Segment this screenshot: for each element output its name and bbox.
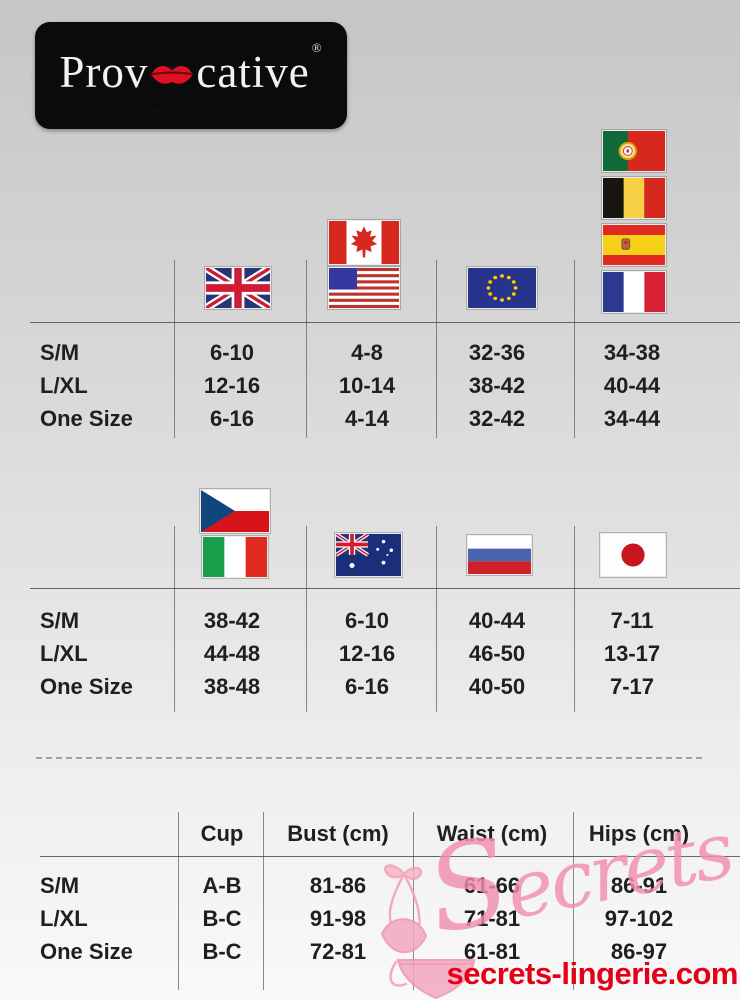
size-value-ru: 46-50 bbox=[468, 641, 526, 666]
size-value-fr: 40-44 bbox=[603, 373, 661, 398]
table1-divider-3 bbox=[436, 260, 437, 438]
table1-divider-1 bbox=[174, 260, 175, 438]
russia-flag-icon bbox=[466, 534, 533, 576]
size-value-au: 6-16 bbox=[344, 674, 390, 699]
size-value-us: 4-8 bbox=[351, 340, 383, 365]
hips-value: 86-97 bbox=[610, 939, 668, 964]
hips-value: 97-102 bbox=[604, 906, 674, 931]
size-label: One Size bbox=[40, 406, 133, 431]
header-spacer bbox=[0, 817, 178, 851]
size-label: S/M bbox=[40, 340, 80, 365]
usa-flag-icon bbox=[327, 266, 401, 310]
logo-text-right: cative bbox=[196, 47, 310, 97]
size-value-eu: 38-42 bbox=[468, 373, 526, 398]
size-value-uk: 6-16 bbox=[209, 406, 255, 431]
size-value-jp: 7-11 bbox=[610, 608, 654, 633]
size-value-cz-it: 44-48 bbox=[203, 641, 261, 666]
dashed-separator bbox=[36, 757, 702, 759]
size-value-eu: 32-42 bbox=[468, 406, 526, 431]
france-flag-icon bbox=[601, 270, 667, 314]
size-value-cz-it: 38-42 bbox=[203, 608, 261, 633]
table3-header-rule bbox=[40, 856, 740, 857]
cup-value: A-B bbox=[202, 873, 242, 898]
lips-icon bbox=[151, 65, 194, 84]
size-label: One Size bbox=[40, 939, 133, 964]
size-value-fr: 34-38 bbox=[603, 340, 661, 365]
size-table-international-1: S/M 6-10 4-8 32-36 34-38 L/XL 12-16 10-1… bbox=[0, 336, 740, 435]
table2-divider-2 bbox=[306, 526, 307, 712]
size-value-uk: 12-16 bbox=[203, 373, 261, 398]
size-value-jp: 7-17 bbox=[609, 674, 655, 699]
cup-value: B-C bbox=[202, 906, 242, 931]
table2-divider-1 bbox=[174, 526, 175, 712]
header-bust: Bust (cm) bbox=[287, 821, 389, 846]
size-label: L/XL bbox=[40, 906, 88, 931]
size-value-jp: 13-17 bbox=[603, 641, 661, 666]
registered-mark: ® bbox=[311, 40, 323, 55]
table2-top-rule bbox=[30, 588, 740, 589]
size-label: L/XL bbox=[40, 641, 88, 666]
header-hips: Hips (cm) bbox=[588, 821, 690, 846]
size-value-ru: 40-44 bbox=[468, 608, 526, 633]
size-value-us: 4-14 bbox=[344, 406, 390, 431]
table2-divider-4 bbox=[574, 526, 575, 712]
size-value-au: 12-16 bbox=[338, 641, 396, 666]
table3-divider-2 bbox=[263, 812, 264, 990]
italy-flag-icon bbox=[201, 535, 269, 579]
site-url: secrets-lingerie.com bbox=[446, 956, 738, 991]
size-label: S/M bbox=[40, 608, 80, 633]
measurement-table: S/M A-B 81-86 61-66 86-91 L/XL B-C 91-98… bbox=[0, 869, 740, 968]
table1-divider-2 bbox=[306, 260, 307, 438]
logo-tagline: ·· ········ ·· · ····· ··· bbox=[118, 107, 264, 116]
bust-value: 81-86 bbox=[309, 873, 367, 898]
cup-value: B-C bbox=[202, 939, 242, 964]
japan-flag-icon bbox=[599, 532, 667, 578]
size-value-cz-it: 38-48 bbox=[203, 674, 261, 699]
logo-text-left: Prov bbox=[59, 47, 149, 97]
table1-top-rule bbox=[30, 322, 740, 323]
canada-flag-icon bbox=[327, 219, 401, 266]
uk-flag-icon bbox=[204, 266, 272, 310]
bust-value: 91-98 bbox=[309, 906, 367, 931]
bust-value: 72-81 bbox=[309, 939, 367, 964]
size-table-international-2: S/M 38-42 6-10 40-44 7-11 L/XL 44-48 12-… bbox=[0, 604, 740, 703]
waist-value: 71-81 bbox=[463, 906, 521, 931]
size-value-ru: 40-50 bbox=[468, 674, 526, 699]
table3-divider-4 bbox=[573, 812, 574, 990]
waist-value: 61-66 bbox=[463, 873, 521, 898]
size-label: One Size bbox=[40, 674, 133, 699]
size-label: L/XL bbox=[40, 373, 88, 398]
logo-brand-text: Prov cative ® bbox=[35, 22, 347, 106]
table3-divider-1 bbox=[178, 812, 179, 990]
size-value-au: 6-10 bbox=[344, 608, 390, 633]
belgium-flag-icon bbox=[601, 176, 667, 220]
size-value-eu: 32-36 bbox=[468, 340, 526, 365]
size-label: S/M bbox=[40, 873, 80, 898]
header-cup: Cup bbox=[200, 821, 244, 846]
table2-divider-3 bbox=[436, 526, 437, 712]
measurement-table-header: Cup Bust (cm) Waist (cm) Hips (cm) bbox=[0, 817, 740, 851]
size-value-fr: 34-44 bbox=[603, 406, 661, 431]
australia-flag-icon bbox=[334, 532, 403, 578]
spain-flag-icon bbox=[601, 223, 667, 267]
size-value-us: 10-14 bbox=[338, 373, 396, 398]
header-waist: Waist (cm) bbox=[436, 821, 548, 846]
eu-flag-icon bbox=[466, 266, 538, 310]
portugal-flag-icon bbox=[601, 129, 667, 173]
czech-flag-icon bbox=[199, 488, 271, 534]
table1-divider-4 bbox=[574, 260, 575, 438]
provocative-logo: Prov cative ® ·· ········ ·· · ····· ··· bbox=[35, 22, 347, 129]
hips-value: 86-91 bbox=[610, 873, 668, 898]
size-value-uk: 6-10 bbox=[209, 340, 255, 365]
